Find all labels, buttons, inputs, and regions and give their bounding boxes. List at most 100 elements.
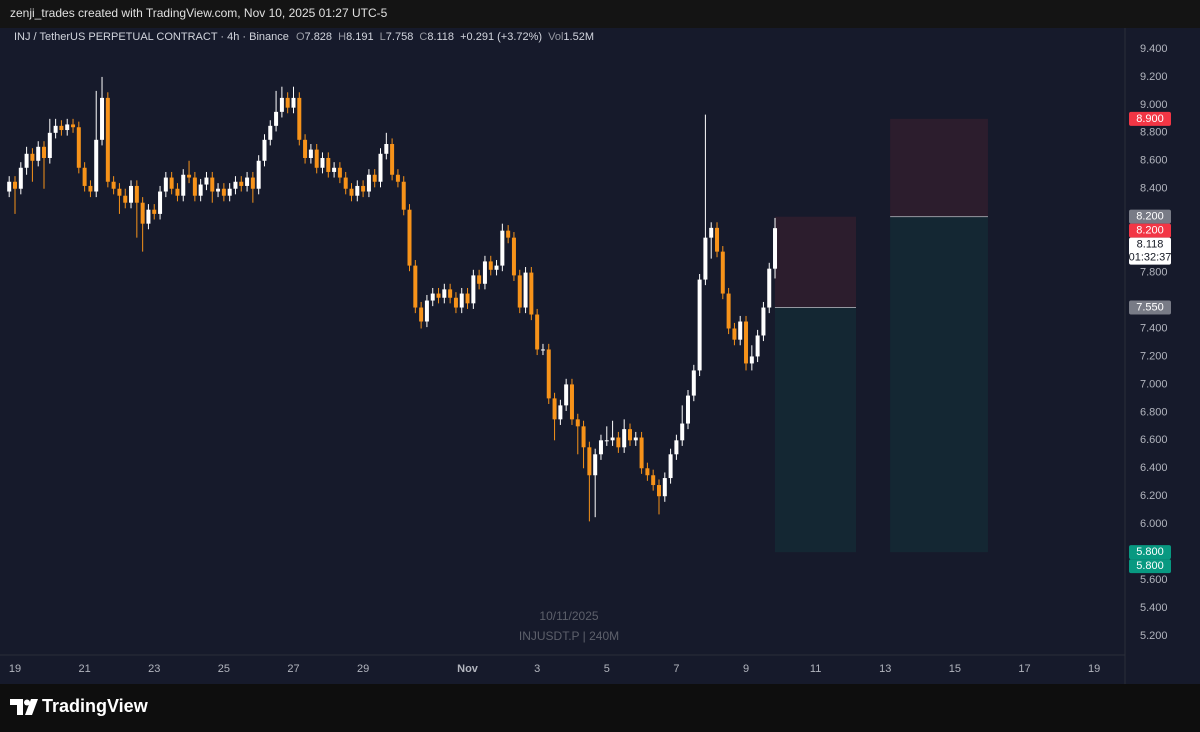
y-tick-label: 8.600 — [1140, 155, 1168, 167]
price-label-box — [1129, 300, 1171, 315]
candle-body — [390, 144, 395, 175]
candle-body — [314, 149, 319, 168]
y-tick-label: 5.200 — [1140, 630, 1168, 642]
plot: 9.400 9.200 9.000 8.800 8.600 8.400 7.800 7.400… — [7, 43, 1171, 675]
candle-body — [395, 174, 400, 182]
candle-body — [477, 275, 482, 284]
logo-dot — [24, 699, 30, 706]
candle-body — [36, 146, 41, 161]
candle-body — [471, 275, 476, 304]
candle-body — [250, 177, 255, 189]
candle-body — [488, 261, 493, 270]
price-countdown: 01:32:37 — [1129, 252, 1172, 264]
price-label: 5.800 — [1136, 560, 1164, 572]
x-tick-label: 19 — [9, 663, 21, 675]
candle-body — [76, 127, 81, 168]
x-tick-label: 5 — [604, 663, 610, 675]
candle-body — [47, 132, 52, 158]
candle-body — [627, 429, 632, 441]
watermark-date: 10/11/2025 — [539, 609, 598, 623]
candle-body — [291, 97, 296, 108]
price-label: 5.800 — [1136, 546, 1164, 558]
x-tick-label: 9 — [743, 663, 749, 675]
candle-body — [744, 321, 749, 364]
candle-body — [192, 177, 197, 196]
candle-body — [482, 261, 487, 284]
candle-body — [7, 181, 12, 192]
candle-body — [494, 265, 499, 270]
y-tick-label: 6.200 — [1140, 490, 1168, 502]
price-label: 7.550 — [1136, 301, 1164, 313]
symbol-title: INJ / TetherUS PERPETUAL CONTRACT · 4h ·… — [14, 31, 289, 43]
y-tick-label: 9.400 — [1140, 43, 1168, 55]
candle-body — [773, 228, 778, 269]
candle-body — [343, 177, 348, 189]
candle-body — [755, 335, 760, 357]
x-tick-label: 15 — [949, 663, 961, 675]
price-label-box — [1129, 209, 1171, 224]
price-label-box — [1129, 545, 1171, 560]
candle-body — [662, 478, 667, 497]
candle-body — [274, 111, 279, 126]
candle-body — [268, 125, 273, 140]
candle-body — [633, 437, 638, 441]
footer — [0, 684, 1200, 732]
x-tick-label: 17 — [1018, 663, 1030, 675]
logo-v — [25, 699, 38, 715]
candle-body — [738, 321, 743, 340]
candle-body — [668, 454, 673, 479]
volume-key: Vol — [548, 31, 563, 43]
ohlc-value: 7.828 — [305, 31, 333, 43]
candle-body — [59, 125, 64, 131]
candle-body — [674, 440, 679, 455]
candle-body — [622, 429, 627, 448]
logo-t — [10, 699, 23, 715]
candle-body — [123, 195, 128, 203]
candle-body — [117, 188, 122, 196]
watermark-symbol: INJUSDT.P | 240M — [519, 629, 619, 643]
candle-body — [511, 237, 516, 276]
y-tick-label: 6.400 — [1140, 462, 1168, 474]
candle-body — [326, 157, 331, 172]
y-tick-label: 7.000 — [1140, 378, 1168, 390]
candle-body — [42, 146, 47, 158]
chart-background — [0, 28, 1200, 684]
ohlc-value: 8.191 — [346, 31, 374, 43]
x-tick-label: 21 — [78, 663, 90, 675]
candle-body — [767, 268, 772, 308]
y-tick-label: 6.000 — [1140, 518, 1168, 530]
candle-body — [187, 174, 192, 178]
brand-name: TradingView — [42, 696, 149, 716]
candle-body — [761, 307, 766, 336]
candle-body — [94, 139, 99, 192]
price-label: 8.900 — [1136, 113, 1164, 125]
candle-body — [337, 167, 342, 178]
y-tick-label: 6.800 — [1140, 406, 1168, 418]
top-bar — [0, 0, 1200, 28]
candle-body — [384, 144, 389, 154]
y-tick-label: 7.200 — [1140, 350, 1168, 362]
change: +0.291 (+3.72%) — [460, 31, 542, 43]
candle-body — [715, 227, 720, 252]
candle-body — [593, 454, 598, 476]
candle-body — [610, 437, 615, 441]
y-tick-label: 9.200 — [1140, 71, 1168, 83]
candle-body — [198, 184, 203, 196]
x-tick-label: 19 — [1088, 663, 1100, 675]
candle-body — [651, 475, 656, 486]
candle-body — [407, 209, 412, 266]
candle-body — [552, 398, 557, 420]
candle-body — [349, 188, 354, 196]
candle-body — [71, 124, 76, 128]
ohlc-value: 7.758 — [386, 31, 414, 43]
candle-body — [105, 97, 110, 182]
candle-body — [442, 289, 447, 298]
candle-body — [361, 185, 366, 192]
candle-body — [82, 167, 87, 186]
brand-logo — [10, 699, 38, 715]
candle-body — [529, 272, 534, 315]
candle-body — [30, 153, 35, 161]
candle-body — [134, 185, 139, 203]
ohlc-value: 8.118 — [427, 31, 454, 43]
candle-body — [697, 279, 702, 371]
